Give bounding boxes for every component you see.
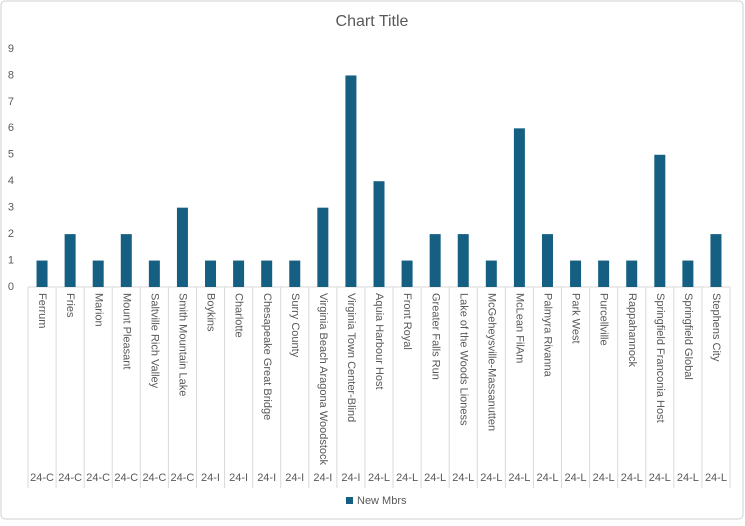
x-tick-label: McGeheysville-Massanutten [485,293,497,431]
x-tick-label: Greater Falls Run [429,293,441,380]
y-tick-label: 5 [8,149,14,161]
y-tick-label: 4 [8,175,14,187]
group-label: 24-C [58,472,82,484]
y-tick-label: 6 [8,122,14,134]
group-label: 24-L [452,472,474,484]
bar [205,260,217,287]
x-tick-label: Smith Mountain Lake [177,293,189,396]
group-label: 24-L [621,472,643,484]
bar [485,260,497,287]
x-tick-label: Fries [64,293,76,318]
bar [176,207,188,287]
x-tick-label: Boykins [205,293,217,332]
y-tick-label: 0 [8,281,14,293]
legend-swatch [346,497,353,504]
group-label: 24-L [536,472,558,484]
x-tick-label: Surry County [289,293,301,358]
bar [92,260,104,287]
x-tick-label: Chesapeake Great Bridge [261,293,273,420]
x-tick-label: McLean FilAm [513,293,525,363]
bar [289,260,301,287]
group-label: 24-L [649,472,671,484]
bar [654,154,666,287]
legend-label: New Mbrs [357,495,407,507]
y-tick-label: 7 [8,96,14,108]
bar [120,234,132,287]
x-tick-label: Stephens City [710,293,722,362]
bar [261,260,273,287]
bar [148,260,160,287]
bar [36,260,48,287]
x-tick-label: Lake of the Woods Lioness [457,293,469,426]
group-label: 24-C [86,472,110,484]
y-tick-label: 9 [8,43,14,55]
bar [317,207,329,287]
bar [233,260,245,287]
group-label: 24-I [229,472,248,484]
y-tick-label: 1 [8,254,14,266]
bar [401,260,413,287]
x-tick-label: Springfield Global [682,293,694,380]
x-tick-label: Ferrum [36,293,48,328]
x-tick-label: Aquia Harbour Host [373,293,385,390]
bar [710,234,722,287]
group-label: 24-C [30,472,54,484]
group-label: 24-C [171,472,195,484]
bar [373,181,385,287]
x-tick-label: Springfield Franconia Host [654,293,666,423]
x-tick-label: Virginia Beach Aragona Woodstock [317,293,329,466]
x-tick-label: Front Royal [401,293,413,350]
bar [570,260,582,287]
bar [682,260,694,287]
bar [457,234,469,287]
bar [345,75,357,287]
group-label: 24-L [565,472,587,484]
bar [429,234,441,287]
group-label: 24-L [396,472,418,484]
group-label: 24-I [313,472,332,484]
x-tick-label: Charlotte [233,293,245,338]
group-label: 24-I [341,472,360,484]
bar [513,128,525,287]
group-label: 24-I [257,472,276,484]
group-label: 24-L [677,472,699,484]
bar [541,234,553,287]
group-label: 24-L [480,472,502,484]
group-label: 24-L [593,472,615,484]
group-label: 24-I [201,472,220,484]
group-label: 24-L [705,472,727,484]
y-tick-label: 3 [8,202,14,214]
chart-title: Chart Title [336,13,409,30]
group-label: 24-C [142,472,166,484]
group-label: 24-I [285,472,304,484]
group-label: 24-L [424,472,446,484]
bar [626,260,638,287]
bar [598,260,610,287]
y-tick-label: 8 [8,69,14,81]
y-tick-label: 2 [8,228,14,240]
bar [64,234,76,287]
x-tick-label: Mount Pleasant [120,293,132,369]
group-label: 24-L [508,472,530,484]
x-tick-label: Saltville Rich Valley [148,293,160,389]
group-label: 24-L [368,472,390,484]
x-tick-label: Virginia Town Center-Blind [345,293,357,422]
x-tick-label: Purcellville [598,293,610,346]
group-label: 24-C [114,472,138,484]
x-tick-label: Palmyra Rivanna [542,293,554,378]
x-tick-label: Rappahannock [626,293,638,368]
x-tick-label: Park West [570,293,582,344]
x-tick-label: Marion [92,293,104,327]
